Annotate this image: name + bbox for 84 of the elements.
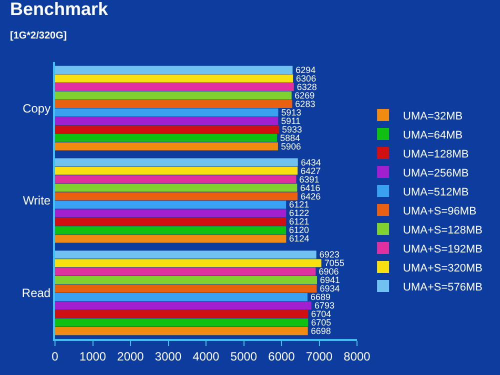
bar <box>55 166 298 175</box>
bar <box>55 175 296 184</box>
data-label: 5913 <box>281 107 302 118</box>
y-tick-label: Write <box>22 194 51 208</box>
x-tick-label: 8000 <box>344 349 371 364</box>
bar <box>55 116 278 125</box>
bar <box>55 209 286 218</box>
bar <box>55 100 292 108</box>
bar <box>55 293 308 302</box>
data-label: 6923 <box>319 250 340 260</box>
bar <box>55 125 279 134</box>
data-label: 6294 <box>296 64 316 75</box>
data-label: 5884 <box>280 132 300 143</box>
legend-label: UMA+S=96MB <box>403 205 476 218</box>
bar <box>55 234 286 243</box>
legend-label: UMA+S=576MB <box>403 281 483 294</box>
bar <box>55 158 298 166</box>
bar <box>55 91 292 100</box>
data-label: 6434 <box>300 157 321 168</box>
data-label: 6689 <box>310 292 331 302</box>
data-label: 5911 <box>281 116 300 126</box>
x-tick-label: 3000 <box>154 349 182 364</box>
chart-subtitle: [1G*2/320G] <box>10 30 67 42</box>
bar <box>55 310 308 318</box>
bar <box>55 184 298 192</box>
data-label: 5906 <box>280 141 301 152</box>
bar <box>55 134 278 142</box>
bar <box>55 302 312 310</box>
bar <box>55 82 294 91</box>
bar <box>55 268 316 276</box>
x-tick-label: 2000 <box>117 349 144 364</box>
x-tick-label: 1000 <box>79 349 106 364</box>
x-tick-label: 6000 <box>268 349 296 364</box>
data-label: 6269 <box>294 90 315 100</box>
data-label: 6124 <box>289 234 310 244</box>
data-label: 6793 <box>314 300 334 311</box>
legend-label: UMA=32MB <box>403 110 463 122</box>
legend-label: UMA+S=192MB <box>403 243 483 256</box>
bar <box>55 250 316 259</box>
data-label: 6416 <box>300 182 320 193</box>
legend-label: UMA=64MB <box>403 129 463 142</box>
data-label: 6705 <box>311 318 332 328</box>
bar <box>55 74 294 82</box>
bar <box>55 66 293 74</box>
bar <box>55 200 286 209</box>
x-tick-label: 4000 <box>192 349 220 364</box>
data-label: 5933 <box>282 124 302 134</box>
data-label: 7055 <box>324 258 344 268</box>
bar <box>55 276 318 284</box>
chart-title: Benchmark <box>10 0 110 19</box>
data-label: 6391 <box>299 174 320 184</box>
data-label: 6704 <box>311 309 332 320</box>
data-label: 6698 <box>310 326 331 336</box>
legend-label: UMA=512MB <box>403 186 469 198</box>
data-label: 6906 <box>318 266 339 277</box>
bar <box>55 108 278 116</box>
bar <box>55 259 322 268</box>
data-label: 6426 <box>300 191 321 202</box>
data-label: 6121 <box>289 216 310 227</box>
bar <box>55 284 317 293</box>
bar <box>55 142 278 150</box>
legend-label: UMA=256MB <box>403 167 469 180</box>
y-tick-label: Read <box>22 286 51 300</box>
data-label: 6283 <box>295 98 316 109</box>
y-tick-label: Copy <box>22 101 51 116</box>
x-tick-label: 0 <box>52 349 59 364</box>
data-label: 6121 <box>289 200 310 210</box>
bar <box>55 318 308 327</box>
data-label: 6306 <box>296 73 316 84</box>
data-label: 6328 <box>296 82 317 92</box>
bar <box>55 218 286 226</box>
data-label: 6934 <box>320 284 340 294</box>
bar <box>55 226 286 234</box>
legend-label: UMA=128MB <box>403 148 469 160</box>
legend-label: UMA+S=320MB <box>403 262 483 274</box>
x-tick-label: 5000 <box>230 349 258 364</box>
bar <box>55 192 298 200</box>
data-label: 6427 <box>300 166 321 176</box>
bar <box>55 327 308 336</box>
x-tick-label: 7000 <box>306 349 333 364</box>
data-label: 6941 <box>320 275 340 286</box>
legend-label: UMA+S=128MB <box>403 224 483 236</box>
data-label: 6122 <box>289 208 310 218</box>
data-label: 6120 <box>289 225 310 236</box>
